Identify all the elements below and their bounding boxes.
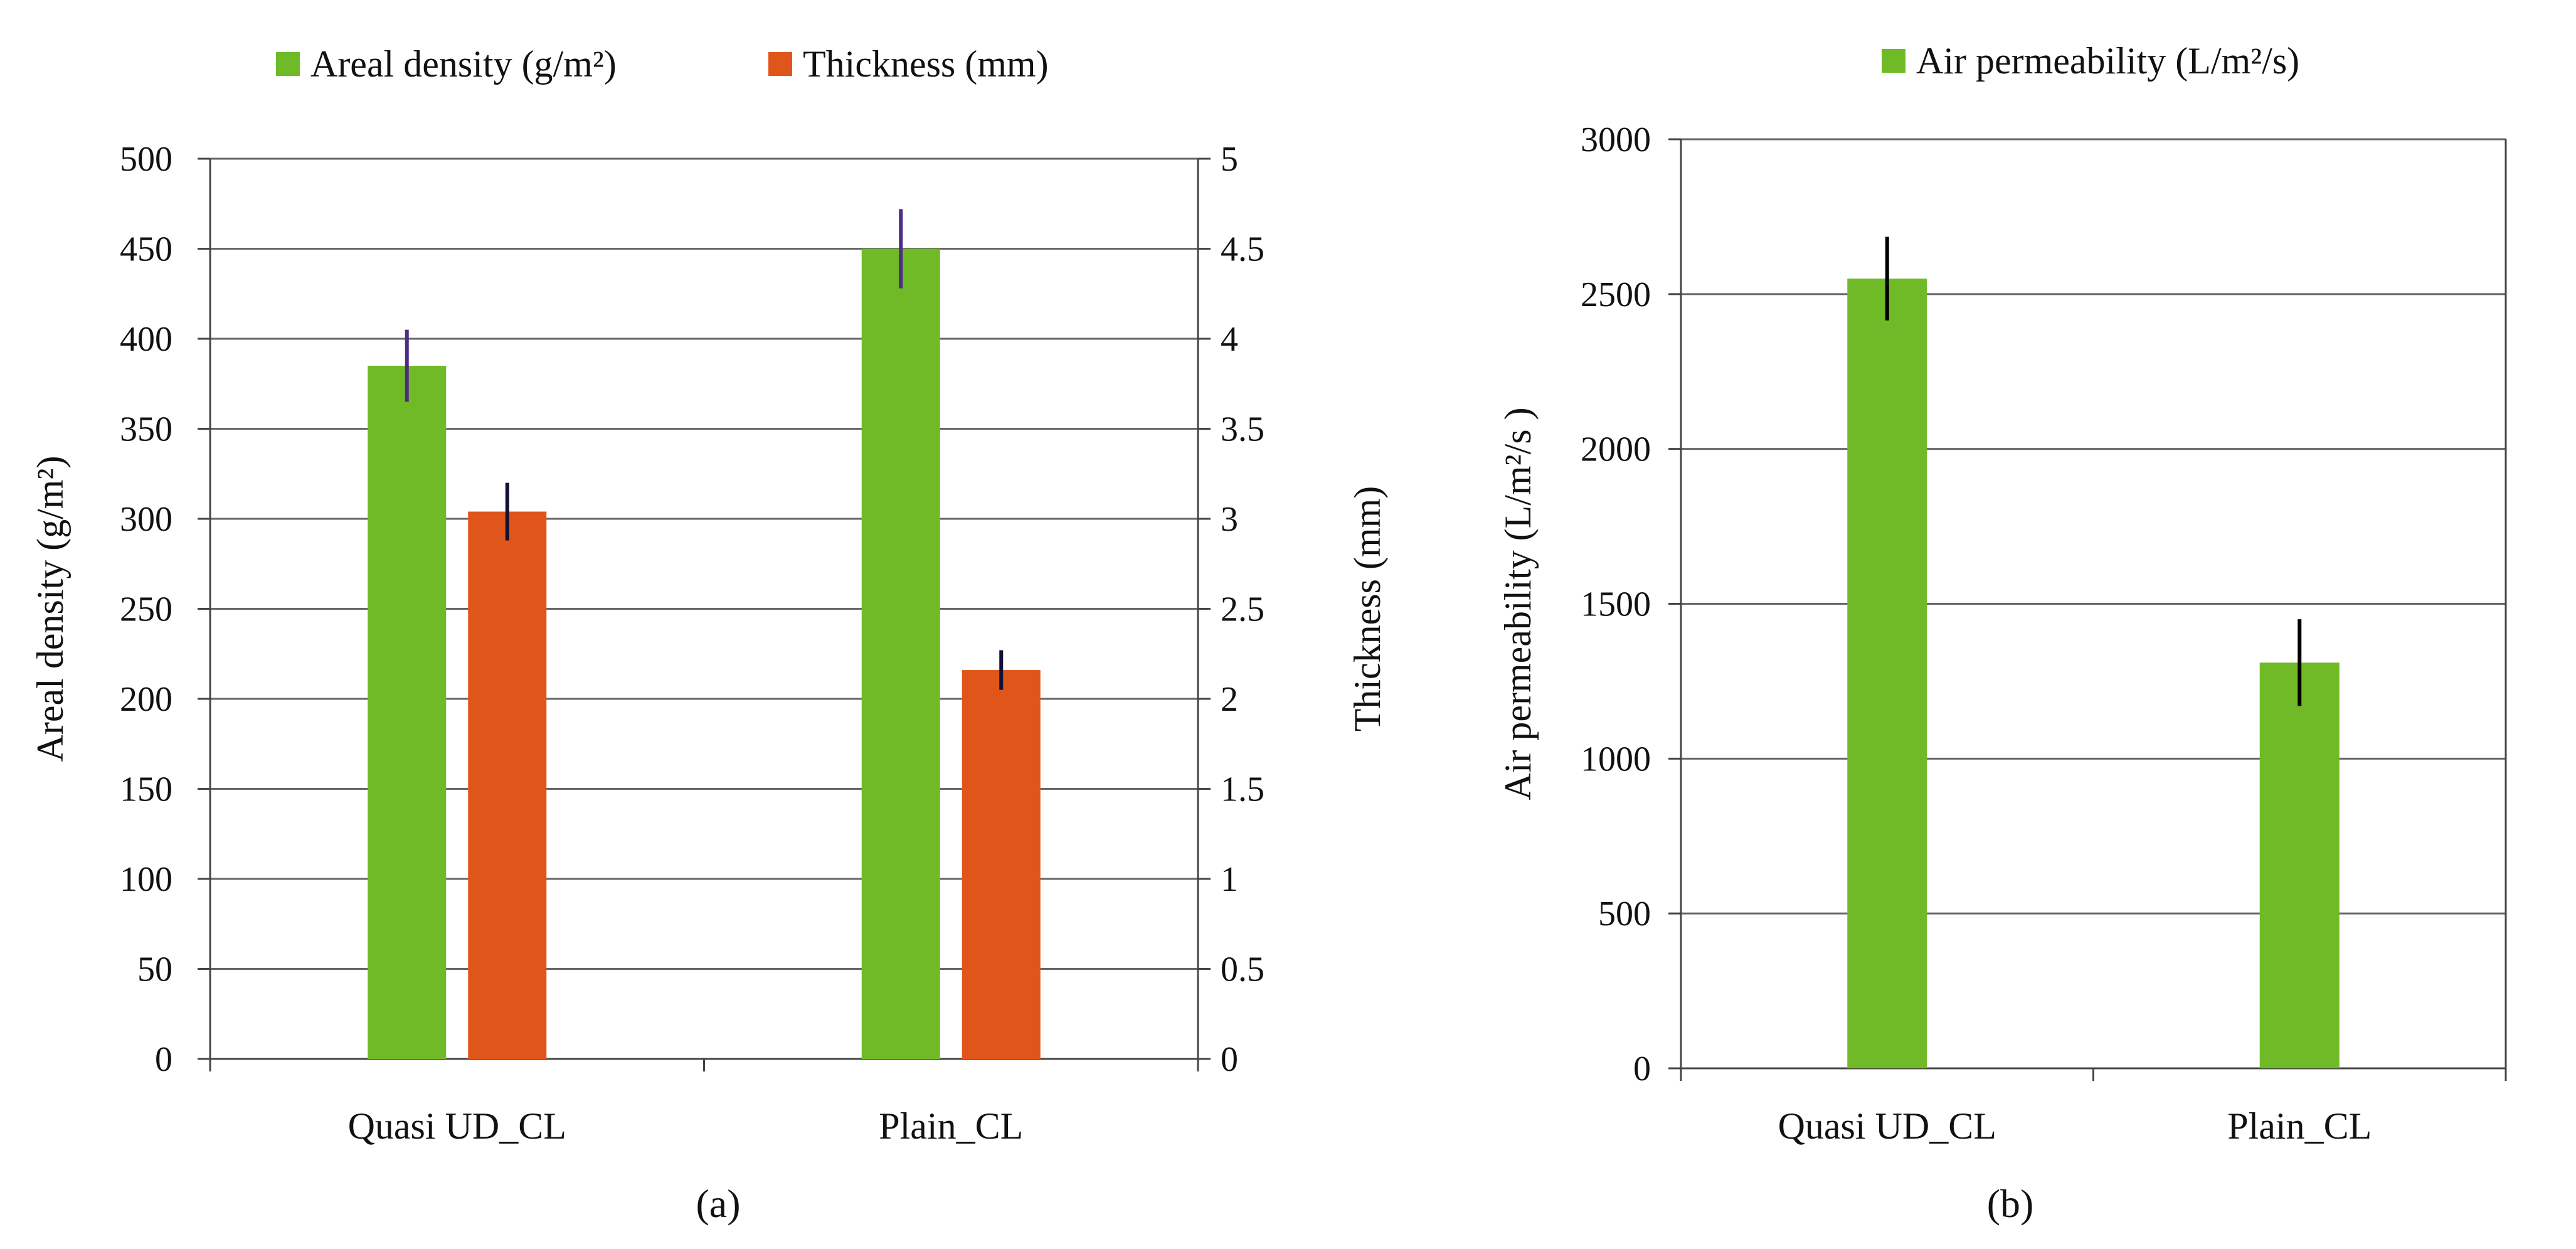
y-tick-label-left: 400 (120, 320, 172, 359)
bar-areal-density (368, 366, 447, 1059)
y-tick-label: 2000 (1581, 430, 1651, 469)
y-axis-title: Air permeability (L/m²/s ) (1497, 407, 1539, 800)
chart-a-areal-density-thickness: 0 50 100 150 200 250 300 350 400 450 500 0 0.5 1 1.5 2 2… (29, 43, 1388, 1226)
legend-label-thickness: Thickness (mm) (803, 43, 1049, 85)
y-tick-label: 2500 (1581, 275, 1651, 314)
y-tick-label: 1000 (1581, 740, 1651, 779)
legend-swatch-air-permeability (1882, 49, 1905, 73)
y-tick-label-left: 100 (120, 860, 172, 899)
y-tick-label-left: 350 (120, 410, 172, 449)
y-tick-label-right: 1.5 (1221, 770, 1264, 809)
bar-thickness (962, 670, 1041, 1059)
legend-label-areal-density: Areal density (g/m²) (310, 43, 617, 85)
bar-air-permeability (2259, 662, 2340, 1068)
bar-thickness (468, 511, 547, 1059)
y-tick-label-left: 0 (155, 1040, 172, 1079)
panel-label: (b) (1987, 1181, 2034, 1226)
x-tick-label: Plain_CL (2227, 1105, 2372, 1147)
y-tick-label-right: 3 (1221, 500, 1238, 539)
y-tick-label-left: 500 (120, 140, 172, 179)
y-tick-label-left: 450 (120, 230, 172, 269)
bar-air-permeability (1847, 279, 1927, 1068)
y-tick-label-left: 150 (120, 770, 172, 809)
y-tick-label-left: 200 (120, 680, 172, 719)
y-tick-label-right: 1 (1221, 860, 1238, 899)
x-tick-label: Quasi UD_CL (1778, 1105, 1996, 1147)
y-tick-label: 1500 (1581, 585, 1651, 624)
bar-areal-density (861, 248, 940, 1059)
y-tick-label-right: 5 (1221, 140, 1238, 179)
chart-b-air-permeability: 0 500 1000 1500 2000 2500 3000 Quasi UD_CL Plain… (1497, 40, 2507, 1226)
y-tick-label: 0 (1633, 1050, 1651, 1088)
y-axis-title-left: Areal density (g/m²) (29, 456, 71, 762)
legend-label-air-permeability: Air permeability (L/m²/s) (1916, 40, 2299, 82)
y-axis-title-right: Thickness (mm) (1347, 486, 1388, 732)
y-tick-label: 500 (1598, 895, 1651, 933)
y-tick-label-right: 2.5 (1221, 590, 1264, 629)
y-tick-label-right: 4.5 (1221, 230, 1264, 269)
y-tick-label-left: 250 (120, 590, 172, 629)
y-tick-label-right: 3.5 (1221, 410, 1264, 449)
y-tick-label-right: 2 (1221, 680, 1238, 719)
y-tick-label-right: 0 (1221, 1040, 1238, 1079)
legend-swatch-thickness (768, 52, 792, 76)
y-tick-label: 3000 (1581, 120, 1651, 159)
y-tick-label-left: 50 (137, 950, 172, 989)
x-tick-label: Plain_CL (879, 1105, 1023, 1147)
y-tick-label-left: 300 (120, 500, 172, 539)
panel-label: (a) (696, 1181, 740, 1226)
y-tick-label-right: 0.5 (1221, 950, 1264, 989)
y-tick-label-right: 4 (1221, 320, 1238, 359)
legend-swatch-areal-density (276, 52, 300, 76)
x-tick-label: Quasi UD_CL (348, 1105, 566, 1147)
